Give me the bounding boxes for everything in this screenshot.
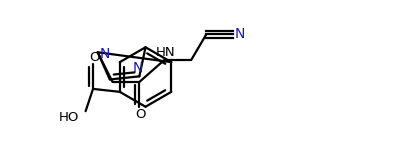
Text: N: N xyxy=(235,27,245,41)
Text: HN: HN xyxy=(156,46,175,59)
Text: N: N xyxy=(99,47,110,61)
Text: N: N xyxy=(132,61,143,75)
Text: O: O xyxy=(135,108,146,121)
Text: HO: HO xyxy=(58,111,79,124)
Text: O: O xyxy=(89,51,99,64)
